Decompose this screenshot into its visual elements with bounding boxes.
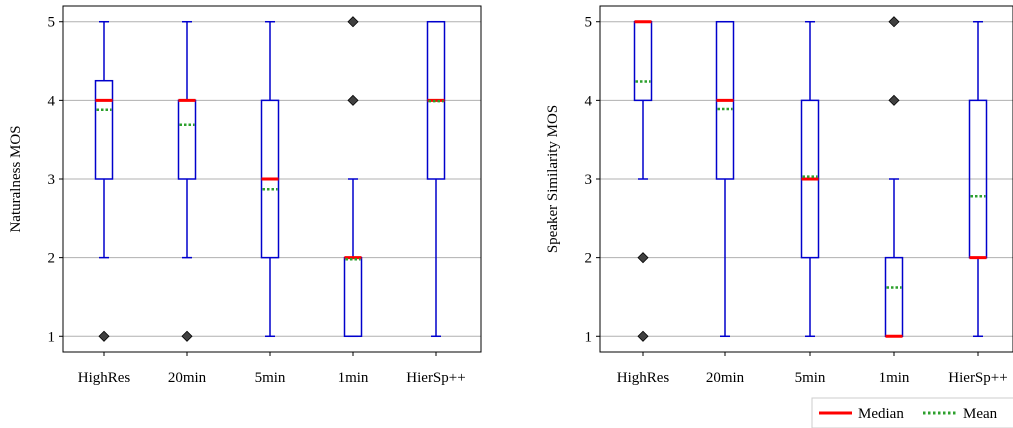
y-tick-label: 5 (48, 15, 56, 31)
legend-median-label: Median (858, 406, 904, 422)
y-tick-label: 4 (48, 93, 56, 109)
outlier-point (347, 94, 359, 106)
y-tick-label: 3 (585, 172, 593, 188)
plot-frame (62, 5, 482, 353)
y-tick-label: 2 (48, 251, 56, 267)
x-tick-label: 20min (706, 370, 745, 386)
box-3 (343, 16, 363, 338)
outlier-point (637, 252, 649, 264)
y-tick-label: 5 (585, 15, 593, 31)
y-tick-label: 1 (48, 329, 56, 345)
x-tick-label: HierSp++ (406, 370, 465, 386)
x-tick-label: HighRes (617, 370, 670, 386)
legend-mean-label: Mean (963, 406, 998, 422)
x-tick-label: HighRes (78, 370, 131, 386)
y-tick-label: 1 (585, 329, 593, 345)
box-3 (884, 16, 904, 338)
x-tick-label: 5min (255, 370, 286, 386)
outlier-point (181, 330, 193, 342)
x-tick-label: HierSp++ (948, 370, 1007, 386)
outlier-point (637, 330, 649, 342)
y-tick-label: 4 (585, 93, 593, 109)
box-1 (177, 20, 197, 342)
iqr-box (884, 256, 904, 338)
outlier-point (98, 330, 110, 342)
x-tick-label: 20min (168, 370, 207, 386)
box-2 (800, 20, 820, 338)
speaker-similarity-chart: 1 2 3 4 5 Speaker Similarity MOS HighRes 20min 5… (545, 5, 1013, 386)
iqr-box (343, 256, 363, 338)
box-4 (968, 20, 988, 338)
outlier-point (347, 16, 359, 28)
iqr-box (94, 79, 114, 180)
y-tick-label: 2 (585, 251, 593, 267)
x-tick-label: 1min (879, 370, 910, 386)
box-0 (633, 20, 653, 342)
x-tick-label: 5min (795, 370, 826, 386)
x-tick-label: 1min (338, 370, 369, 386)
box-0 (94, 20, 114, 342)
plot-frame (599, 5, 1013, 353)
box-1 (715, 20, 735, 338)
outlier-point (888, 94, 900, 106)
outlier-point (888, 16, 900, 28)
naturalness-chart: 1 2 3 4 5 Naturalness MOS HighRes 20min 5min 1min… (8, 5, 482, 386)
iqr-box (633, 20, 653, 102)
box-4 (426, 20, 446, 338)
y-tick-label: 3 (48, 172, 56, 188)
legend: Median Mean (811, 397, 1013, 428)
box-2 (260, 20, 280, 338)
y-axis-label: Naturalness MOS (8, 125, 24, 232)
y-axis-label: Speaker Similarity MOS (545, 105, 561, 253)
iqr-box (177, 99, 197, 180)
